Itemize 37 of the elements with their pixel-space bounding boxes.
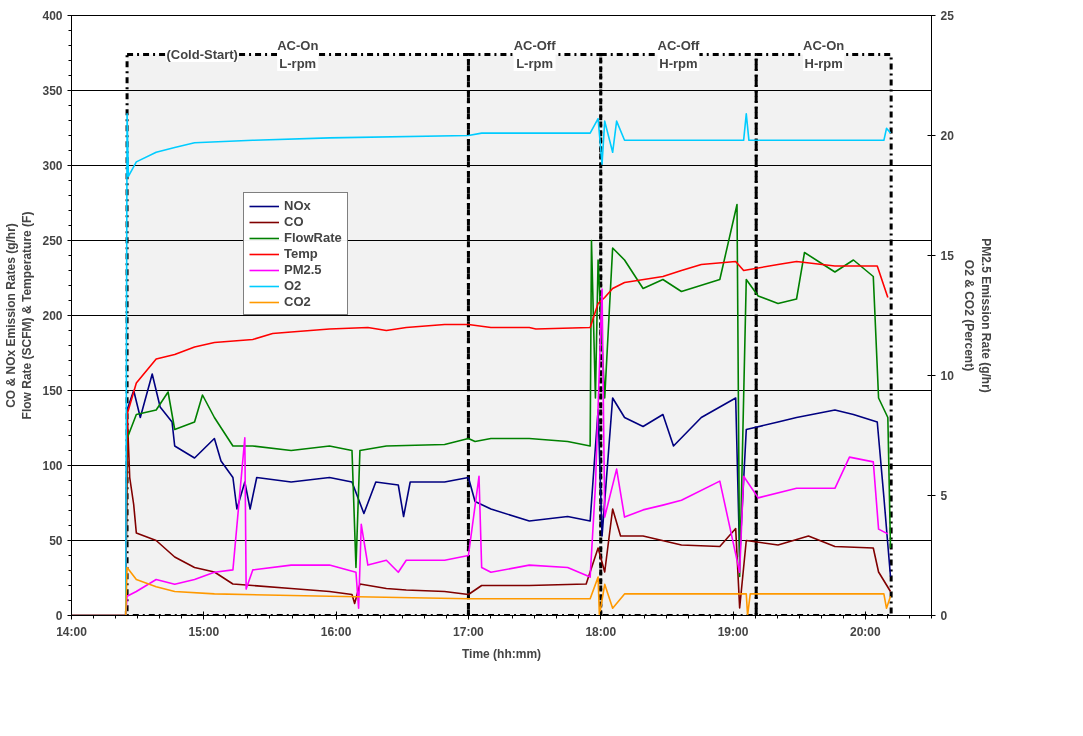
y2-tick-label: 0	[940, 609, 948, 623]
y-tick-label: 350	[42, 84, 63, 98]
y2-axis-title: PM2.5 Emission Rate (g/hr) O2 & CO2 (Percent)	[961, 238, 993, 393]
y-tick-label: 300	[42, 159, 63, 173]
x-tick-label: 20:00	[850, 624, 882, 639]
y-tick-label: 50	[49, 534, 63, 548]
x-tick-label: 14:00	[56, 624, 88, 639]
y2-tick-label: 5	[940, 489, 948, 503]
y-tick-label: 400	[42, 9, 63, 23]
x-axis-title: Time (hh:mm)	[461, 646, 542, 661]
x-tick-label: 16:00	[320, 624, 352, 639]
band-label: AC-Off H-rpm	[657, 38, 701, 71]
legend-label: O2	[284, 278, 303, 293]
legend-label: CO	[284, 214, 304, 229]
legend-label: FlowRate	[284, 230, 342, 245]
x-tick-label: 17:00	[453, 624, 485, 639]
x-tick-label: 15:00	[188, 624, 220, 639]
legend-label: CO2	[284, 294, 311, 309]
legend-label: Temp	[284, 246, 318, 261]
band-label: AC-On L-rpm	[277, 38, 319, 71]
x-tick-label: 18:00	[585, 624, 617, 639]
y2-tick-label: 20	[940, 129, 955, 143]
y-tick-label: 0	[55, 609, 63, 623]
y2-tick-label: 15	[940, 249, 955, 263]
band-label: AC-On H-rpm	[803, 38, 845, 71]
y-tick-label: 150	[42, 384, 63, 398]
x-tick-label: 19:00	[717, 624, 749, 639]
legend-label: PM2.5	[284, 262, 322, 277]
legend-label: NOx	[284, 198, 311, 213]
y-tick-label: 200	[42, 309, 63, 323]
y2-tick-label: 10	[940, 369, 955, 383]
y-axis-title: CO & NOx Emission Rates (g/hr) Flow Rate (SCFM) & Temperature (F)	[3, 211, 35, 420]
annotation: (Cold-Start)	[166, 47, 238, 62]
band-label: AC-Off L-rpm	[513, 38, 557, 71]
y2-tick-label: 25	[940, 9, 955, 23]
y-tick-label: 250	[42, 234, 63, 248]
y-tick-label: 100	[42, 459, 63, 473]
